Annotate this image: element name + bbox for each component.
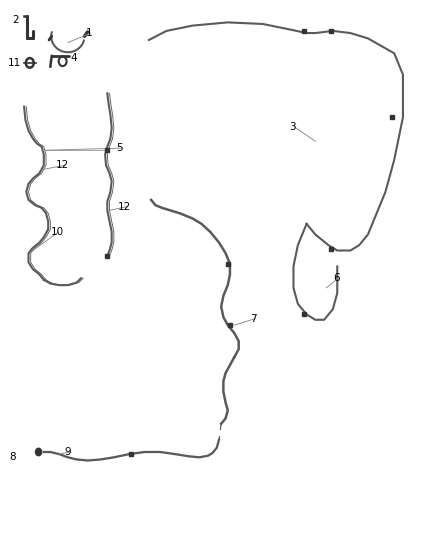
Text: 12: 12	[118, 202, 131, 212]
Text: 2: 2	[12, 15, 19, 25]
Text: 3: 3	[289, 122, 296, 132]
Text: 12: 12	[56, 160, 69, 170]
Circle shape	[35, 448, 42, 456]
Text: 8: 8	[9, 453, 15, 462]
Text: 10: 10	[50, 227, 64, 237]
Text: 6: 6	[333, 273, 339, 283]
Text: 9: 9	[65, 447, 71, 457]
Text: 4: 4	[70, 53, 77, 62]
Text: 5: 5	[116, 143, 123, 153]
Text: 11: 11	[8, 58, 21, 68]
Text: 7: 7	[250, 314, 256, 324]
Text: 1: 1	[85, 28, 92, 38]
